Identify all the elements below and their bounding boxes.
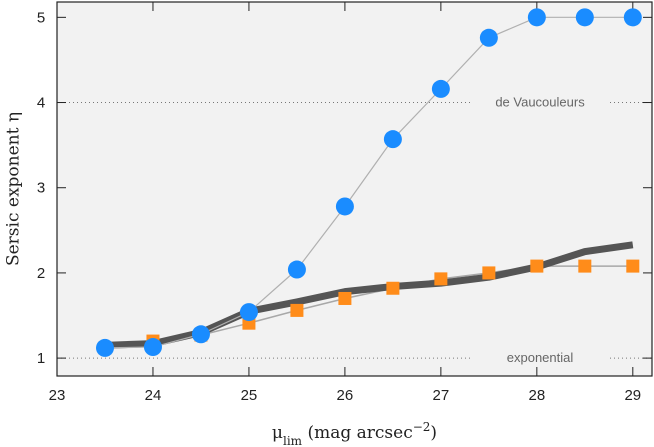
point [383,130,402,149]
point [530,259,544,273]
point [434,272,448,286]
x-axis-label-part: −2 [413,420,431,434]
point [575,8,594,27]
plot-background [57,2,652,376]
point [626,259,640,273]
point [290,303,304,317]
x-tick-label: 26 [337,387,354,404]
point [287,260,306,279]
point [95,338,114,357]
point [338,291,352,305]
point [143,338,162,357]
point [431,79,450,98]
point [527,8,546,27]
x-axis-label: μlim (mag arcsec−2) [272,420,437,447]
x-tick-label: 29 [624,387,641,404]
point [191,325,210,344]
x-tick-label: 27 [433,387,450,404]
y-tick-label: 5 [37,9,45,26]
point [623,8,642,27]
point [239,303,258,322]
x-axis-label-part: ) [430,423,437,443]
y-tick-label: 2 [37,265,45,282]
point [479,28,498,47]
x-axis-label-part: (mag arcsec [302,423,413,443]
x-axis-label-part: μ [272,423,283,443]
x-axis-label-part: lim [283,434,303,447]
point [386,281,400,295]
x-tick-label: 28 [528,387,545,404]
point [482,266,496,280]
y-tick-label: 3 [37,180,45,197]
x-tick-label: 24 [145,387,162,404]
plot-frame [56,1,653,377]
x-tick-label: 25 [241,387,258,404]
annotation: exponential [507,350,574,365]
annotation: de Vaucouleurs [495,95,585,110]
point [335,197,354,216]
x-tick-label: 23 [49,387,66,404]
y-tick-label: 1 [37,350,45,367]
y-tick-label: 4 [37,95,45,112]
y-axis-label: Sersic exponent η [4,112,24,266]
point [578,259,592,273]
